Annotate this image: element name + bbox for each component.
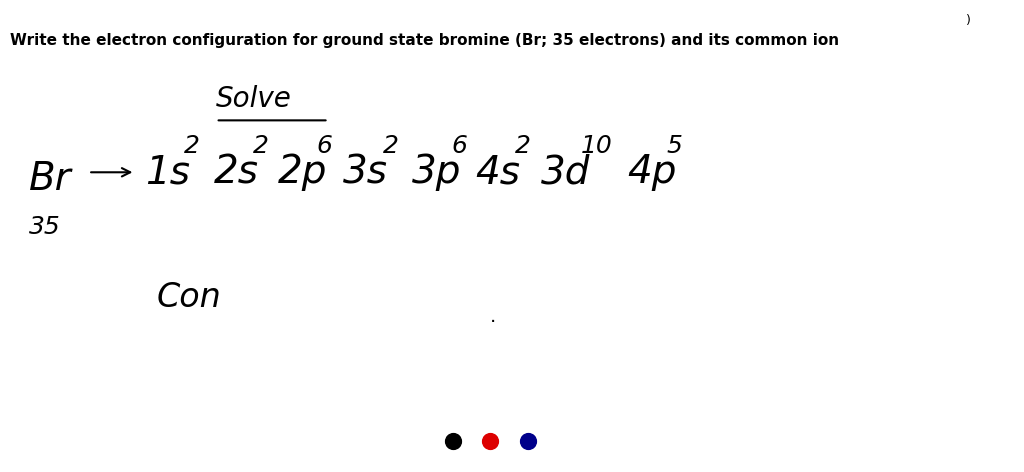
Text: 2: 2 [253,135,269,158]
Text: 5: 5 [667,135,683,158]
Text: 4s: 4s [475,153,520,191]
Text: 2: 2 [382,135,398,158]
Text: 10: 10 [581,135,612,158]
Text: 35: 35 [30,215,61,238]
Text: 3s: 3s [343,153,388,191]
Text: 3d: 3d [542,153,591,191]
Point [519,438,536,445]
Text: 2p: 2p [278,153,327,191]
Text: 6: 6 [316,135,333,158]
Text: 2: 2 [184,135,201,158]
Text: ): ) [966,14,971,27]
Text: 2s: 2s [214,153,259,191]
Text: 3p: 3p [412,153,461,191]
Text: Con: Con [157,281,221,314]
Text: Solve: Solve [216,85,292,113]
Point [444,438,461,445]
Text: 2: 2 [515,135,530,158]
Text: Write the electron configuration for ground state bromine (Br; 35 electrons) and: Write the electron configuration for gro… [10,33,839,48]
Text: 4p: 4p [628,153,677,191]
Text: .: . [490,307,497,326]
Point [482,438,499,445]
Text: Br: Br [30,160,72,198]
Text: 1s: 1s [145,153,190,191]
Text: 6: 6 [451,135,467,158]
